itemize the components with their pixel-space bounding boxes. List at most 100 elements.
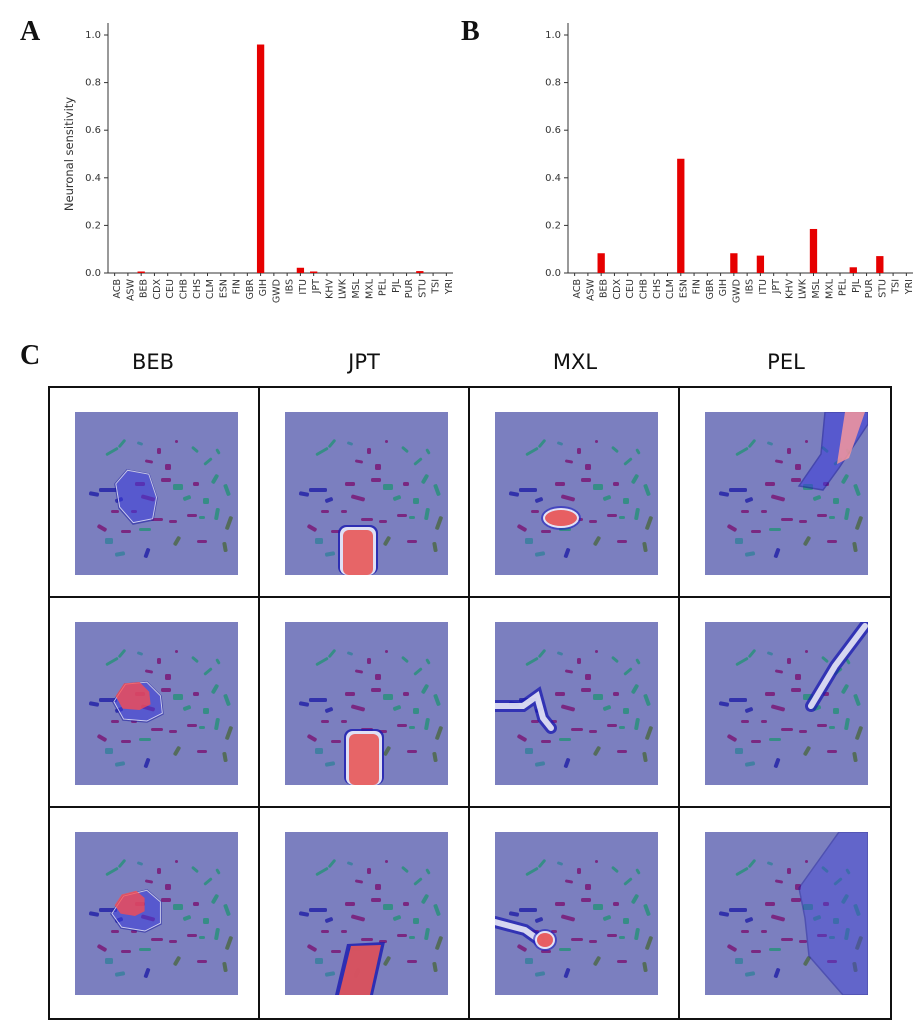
y-tick-label: 0.8 xyxy=(545,78,561,89)
activation-map-jpt-3 xyxy=(285,832,448,995)
x-tick-label-esn: ESN xyxy=(218,279,229,298)
x-tick-label-fin: FIN xyxy=(232,279,243,294)
x-tick-label-chb: CHB xyxy=(178,279,189,299)
bar-beb xyxy=(597,253,605,273)
x-tick-label-gih: GIH xyxy=(258,279,269,296)
x-tick-label-acb: ACB xyxy=(112,279,123,298)
x-tick-label-chs: CHS xyxy=(652,279,663,299)
x-tick-label-pjl: PJL xyxy=(851,278,862,293)
bar-beb xyxy=(137,271,145,273)
x-tick-label-khv: KHV xyxy=(784,279,795,299)
map-cell-jpt-row-1 xyxy=(260,388,470,598)
bar-itu xyxy=(756,255,765,273)
bar-msl xyxy=(809,228,818,273)
x-tick-label-jpt: JPT xyxy=(311,279,322,295)
column-header-mxl: MXL xyxy=(552,350,598,374)
map-cell-pel-row-3 xyxy=(680,808,890,1018)
y-tick-label: 0.2 xyxy=(85,220,101,231)
x-tick-label-tsi: TSI xyxy=(891,279,902,295)
x-tick-label-gbr: GBR xyxy=(245,279,256,300)
x-tick-label-ibs: IBS xyxy=(745,279,756,294)
y-tick-label: 0.0 xyxy=(85,268,101,279)
map-cell-beb-row-1 xyxy=(50,388,260,598)
activation-map-jpt-1 xyxy=(285,412,448,575)
activation-map-beb-2 xyxy=(75,622,238,785)
x-tick-label-gbr: GBR xyxy=(705,279,716,300)
x-tick-label-ceu: CEU xyxy=(625,279,636,299)
x-tick-label-yri: YRI xyxy=(444,279,455,295)
x-tick-label-jpt: JPT xyxy=(771,279,782,295)
column-header-jpt: JPT xyxy=(348,350,380,374)
activation-map-grid xyxy=(48,386,892,1020)
y-tick-label: 0.0 xyxy=(545,268,561,279)
x-tick-label-tsi: TSI xyxy=(431,279,442,295)
x-tick-label-itu: ITU xyxy=(758,279,769,295)
panel-b-letter: B xyxy=(461,16,480,47)
x-tick-label-ibs: IBS xyxy=(285,279,296,294)
panel-c-letter: C xyxy=(20,340,41,371)
map-cell-jpt-row-3 xyxy=(260,808,470,1018)
y-tick-label: 0.4 xyxy=(85,173,101,184)
map-cell-pel-row-1 xyxy=(680,388,890,598)
x-tick-label-asw: ASW xyxy=(585,278,596,301)
map-cell-mxl-row-2 xyxy=(470,598,680,808)
x-tick-label-pur: PUR xyxy=(404,279,415,299)
y-tick-label: 0.4 xyxy=(545,173,561,184)
y-tick-label: 1.0 xyxy=(545,30,561,41)
y-tick-label: 0.6 xyxy=(545,125,561,136)
bar-pjl xyxy=(849,267,857,273)
activation-map-jpt-2 xyxy=(285,622,448,785)
x-tick-label-pur: PUR xyxy=(864,279,875,299)
x-tick-label-stu: STU xyxy=(877,279,888,298)
bar-stu xyxy=(876,256,884,273)
bar-gwd xyxy=(730,253,738,273)
x-tick-label-stu: STU xyxy=(417,279,428,298)
x-tick-label-chs: CHS xyxy=(192,279,203,299)
x-tick-label-itu: ITU xyxy=(298,279,309,295)
x-tick-label-pjl: PJL xyxy=(391,278,402,293)
x-tick-label-lwk: LWK xyxy=(798,278,809,299)
y-tick-label: 0.8 xyxy=(85,78,101,89)
x-tick-label-khv: KHV xyxy=(324,279,335,299)
x-tick-label-pel: PEL xyxy=(838,278,849,296)
map-cell-mxl-row-1 xyxy=(470,388,680,598)
x-tick-label-asw: ASW xyxy=(125,278,136,301)
x-tick-label-acb: ACB xyxy=(572,279,583,298)
panel-a-letter: A xyxy=(20,16,41,47)
bar-chart-b: 0.0 0.2 0.4 0.6 0.8 1.0 ACB ASW BEB CDX CEU CHB CHS C… xyxy=(545,23,915,303)
x-tick-label-lwk: LWK xyxy=(338,278,349,299)
x-tick-label-msl: MSL xyxy=(351,278,362,298)
activation-map-beb-3 xyxy=(75,832,238,995)
y-axis-label: Neuronal sensitivity xyxy=(62,97,76,211)
map-cell-mxl-row-3 xyxy=(470,808,680,1018)
activation-map-pel-1 xyxy=(705,412,868,575)
activation-map-pel-3 xyxy=(705,832,868,995)
x-tick-label-pel: PEL xyxy=(378,278,389,296)
bar-gih xyxy=(256,44,265,273)
activation-map-mxl-2 xyxy=(495,622,658,785)
bar-esn xyxy=(677,158,685,273)
activation-map-mxl-1 xyxy=(495,412,658,575)
x-tick-label-clm: CLM xyxy=(205,279,216,299)
map-cell-jpt-row-2 xyxy=(260,598,470,808)
x-tick-label-gwd: GWD xyxy=(271,279,282,303)
x-tick-label-esn: ESN xyxy=(678,279,689,298)
x-tick-label-ceu: CEU xyxy=(165,279,176,299)
x-tick-label-clm: CLM xyxy=(665,279,676,299)
activation-map-mxl-3 xyxy=(495,832,658,995)
x-tick-label-beb: BEB xyxy=(139,279,150,298)
bar-stu xyxy=(416,271,424,273)
x-tick-label-mxl: MXL xyxy=(824,278,835,299)
x-tick-label-mxl: MXL xyxy=(364,278,375,299)
y-tick-label: 0.6 xyxy=(85,125,101,136)
bar-itu xyxy=(296,267,305,273)
x-tick-label-cdx: CDX xyxy=(152,279,163,300)
map-cell-beb-row-3 xyxy=(50,808,260,1018)
activation-map-beb-1 xyxy=(75,412,238,575)
x-tick-label-gwd: GWD xyxy=(731,279,742,303)
map-cell-pel-row-2 xyxy=(680,598,890,808)
x-tick-label-msl: MSL xyxy=(811,278,822,298)
x-tick-label-yri: YRI xyxy=(904,279,915,295)
x-tick-label-gih: GIH xyxy=(718,279,729,296)
y-tick-label: 1.0 xyxy=(85,30,101,41)
